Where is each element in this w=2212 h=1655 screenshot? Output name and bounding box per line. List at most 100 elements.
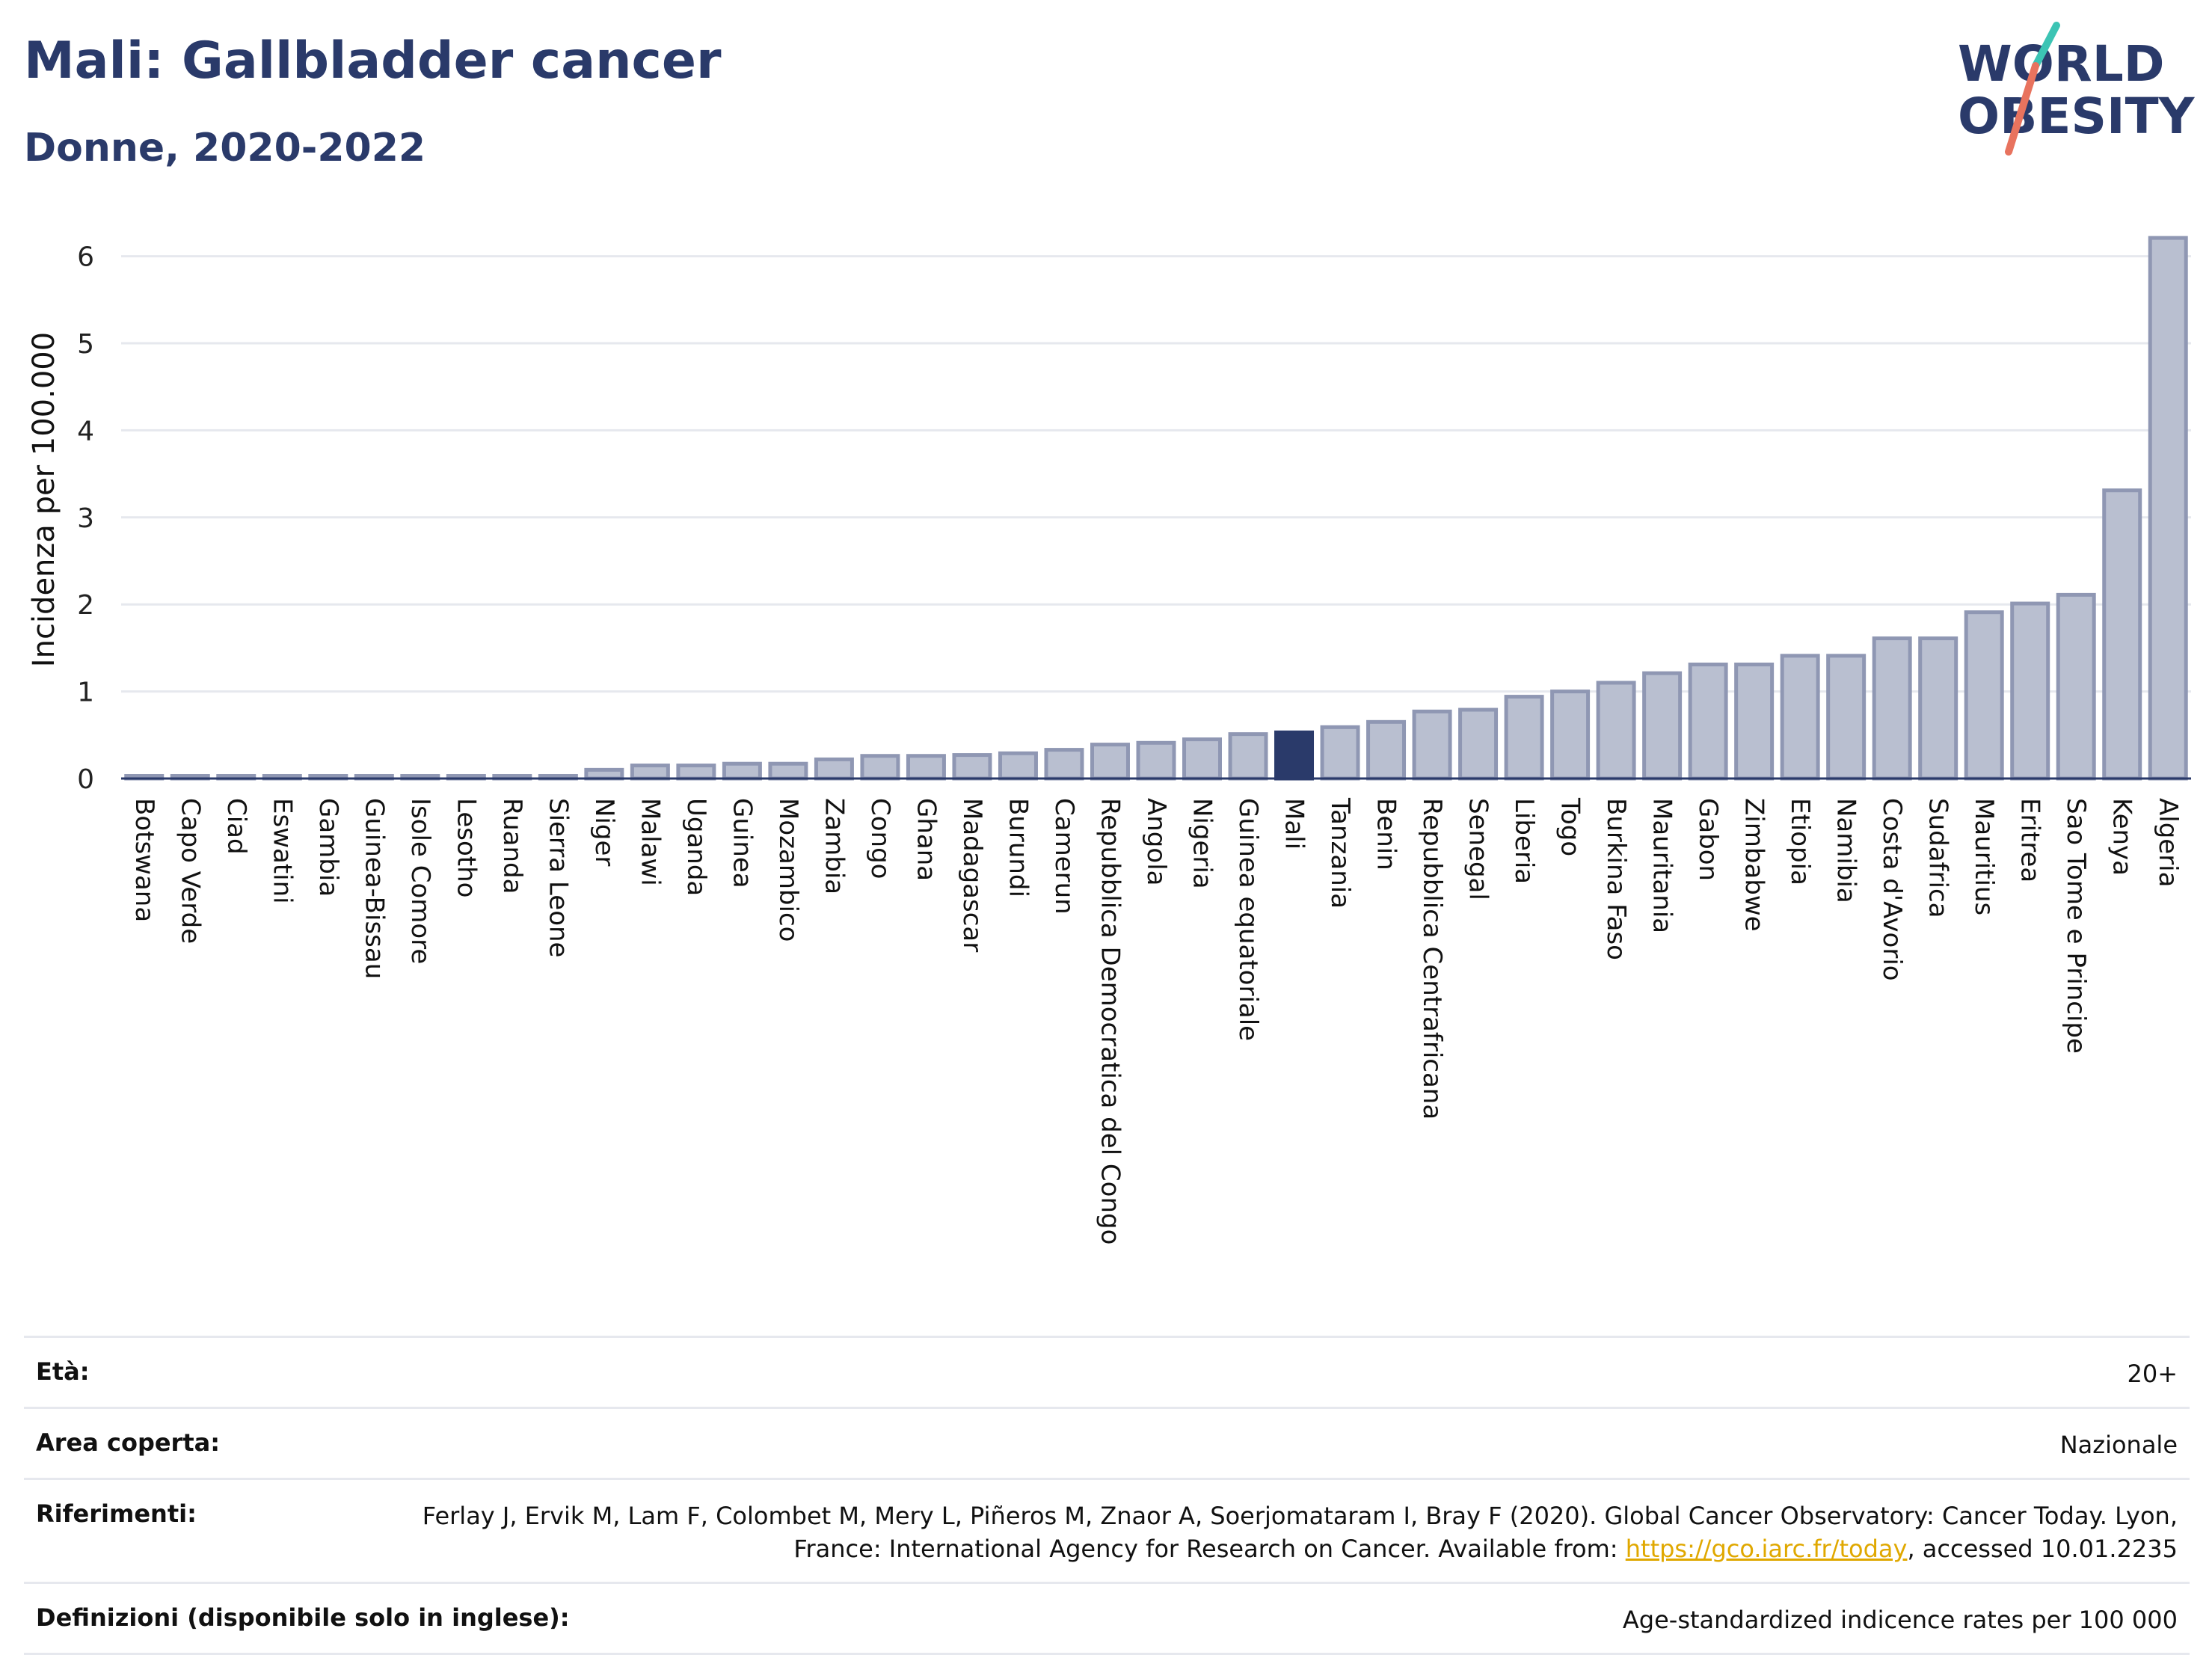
x-tick-label: Mauritania	[1647, 798, 1677, 933]
bar	[952, 753, 992, 781]
metadata-table: Età: 20+ Area coperta: Nazionale Riferim…	[24, 1336, 2190, 1655]
y-tick-label: 6	[77, 242, 94, 273]
references-suffix: , accessed 10.01.2235	[1907, 1535, 2178, 1563]
meta-row-references: Riferimenti: Ferlay J, Ervik M, Lam F, C…	[24, 1478, 2190, 1582]
bar	[1044, 748, 1084, 781]
meta-row-age: Età: 20+	[24, 1336, 2190, 1407]
logo-slash-top	[2032, 22, 2060, 70]
x-tick-label: Repubblica Democratica del Congo	[1095, 798, 1125, 1244]
x-tick-label: Madagascar	[957, 798, 987, 952]
logo-line-1: WORLD	[1958, 35, 2165, 93]
bar	[1458, 707, 1499, 781]
chart-subtitle: Donne, 2020-2022	[24, 126, 426, 171]
bar	[1596, 681, 1636, 781]
x-tick-label: Namibia	[1831, 798, 1861, 903]
bar	[1688, 663, 1728, 781]
definitions-label: Definizioni (disponibile solo in inglese…	[36, 1603, 570, 1632]
x-tick-label: Tanzania	[1325, 797, 1355, 909]
y-tick-label: 0	[77, 764, 94, 795]
bar	[768, 761, 808, 781]
meta-row-area: Area coperta: Nazionale	[24, 1407, 2190, 1478]
x-tick-label: Isole Comore	[405, 798, 435, 964]
logo-slash-bottom	[2005, 62, 2039, 156]
bar	[860, 754, 900, 781]
y-axis-ticks: 0 1 2 3 4 5 6	[77, 242, 94, 795]
x-axis-labels: Botswana Capo Verde Ciad Eswatini Gambia Guin…	[129, 797, 2183, 1244]
logo-line-2: OBESITY	[1958, 87, 2196, 145]
x-tick-label: Costa d'Avorio	[1877, 798, 1907, 981]
x-tick-label: Ciad	[221, 798, 251, 855]
bar	[2056, 592, 2096, 781]
bar	[814, 757, 854, 781]
bar	[1182, 737, 1223, 781]
x-tick-label: Eswatini	[267, 798, 297, 904]
x-tick-label: Botswana	[129, 798, 159, 922]
meta-row-definitions: Definizioni (disponibile solo in inglese…	[24, 1582, 2190, 1655]
x-tick-label: Guinea-Bissau	[359, 798, 389, 979]
x-tick-label: Mauritius	[1969, 798, 1999, 915]
bar	[1964, 610, 2004, 781]
y-axis-label: Incidenza per 100.000	[27, 332, 61, 667]
bar	[1320, 725, 1360, 781]
x-tick-label: Sierra Leone	[543, 798, 573, 957]
x-tick-label: Guinea	[727, 798, 757, 888]
bar	[1918, 636, 1958, 781]
x-tick-label: Kenya	[2107, 798, 2137, 876]
bar	[1412, 709, 1452, 781]
x-tick-label: Nigeria	[1188, 798, 1217, 889]
x-tick-label: Eritrea	[2015, 798, 2045, 882]
chart-title: Mali: Gallbladder cancer	[24, 31, 722, 90]
bar	[1550, 690, 1591, 781]
bar	[1826, 654, 1867, 781]
bar	[1228, 732, 1268, 781]
x-tick-label: Algeria	[2153, 798, 2183, 887]
x-tick-label: Camerun	[1049, 798, 1079, 915]
x-tick-label: Angola	[1141, 798, 1171, 885]
x-tick-label: Gambia	[313, 798, 343, 897]
x-tick-label: Uganda	[681, 798, 711, 896]
references-text: Ferlay J, Ervik M, Lam F, Colombet M, Me…	[422, 1502, 2178, 1563]
x-tick-label: Ruanda	[497, 798, 527, 894]
bar	[1642, 671, 1683, 781]
x-tick-label: Malawi	[635, 798, 665, 886]
bar	[722, 761, 762, 781]
x-tick-label: Ghana	[911, 798, 941, 881]
bar	[584, 767, 624, 781]
x-tick-label: Niger	[589, 798, 619, 866]
x-tick-label: Guinea equatoriale	[1233, 798, 1263, 1041]
references-value: Ferlay J, Ervik M, Lam F, Colombet M, Me…	[383, 1499, 2178, 1565]
definitions-value: Age-standardized indicence rates per 100…	[1622, 1606, 2178, 1634]
x-tick-label: Benin	[1371, 798, 1401, 871]
bar	[630, 764, 670, 781]
area-value: Nazionale	[2059, 1431, 2178, 1459]
x-tick-label: Etiopia	[1785, 798, 1815, 885]
bar	[998, 751, 1038, 781]
bar	[1780, 654, 1820, 781]
x-tick-label: Gabon	[1693, 798, 1723, 881]
bar	[1734, 663, 1775, 781]
y-tick-label: 1	[77, 678, 94, 708]
bar	[1090, 743, 1130, 781]
x-tick-label: Mozambico	[773, 798, 803, 942]
x-tick-label: Burundi	[1003, 798, 1033, 897]
x-tick-label: Burkina Faso	[1601, 798, 1631, 960]
bar	[1504, 695, 1544, 781]
bar	[2148, 236, 2188, 781]
bar	[906, 754, 946, 781]
references-link[interactable]: https://gco.iarc.fr/today	[1625, 1535, 1908, 1563]
x-tick-label: Lesotho	[451, 798, 481, 897]
x-tick-label: Mali	[1279, 798, 1309, 850]
x-tick-label: Togo	[1555, 797, 1585, 856]
references-label: Riferimenti:	[36, 1499, 197, 1528]
bar	[2010, 601, 2050, 781]
x-tick-label: Sao Tome e Principe	[2061, 798, 2091, 1054]
y-tick-label: 5	[77, 329, 94, 360]
x-tick-label: Zambia	[819, 798, 849, 894]
x-tick-label: Repubblica Centrafricana	[1417, 798, 1447, 1120]
bar-chart: 0 1 2 3 4 5 6 Botswana Capo Verde Ciad Eswatini Ga…	[27, 236, 2191, 1244]
x-tick-label: Sudafrica	[1923, 798, 1953, 918]
x-tick-label: Senegal	[1463, 798, 1493, 900]
bars	[124, 236, 2188, 781]
bar	[1366, 719, 1407, 781]
x-tick-label: Liberia	[1509, 798, 1539, 884]
